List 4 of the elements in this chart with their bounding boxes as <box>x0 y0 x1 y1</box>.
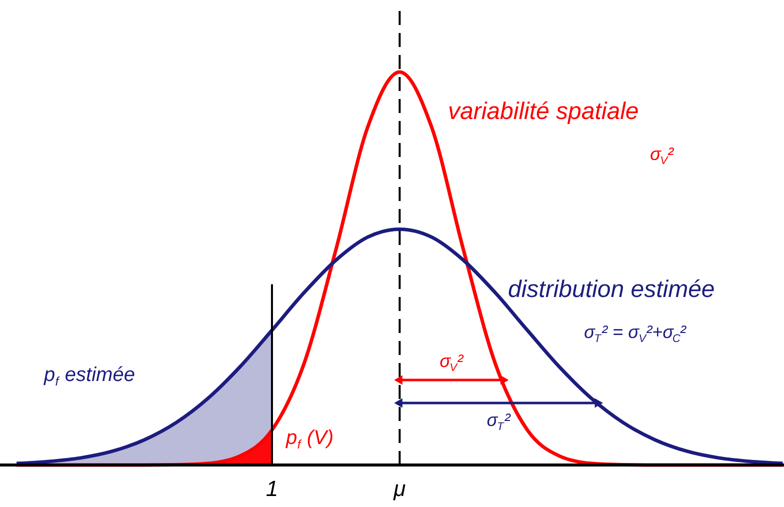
x-tick-label: μ <box>392 476 406 501</box>
annotation: variabilité spatiale <box>448 98 639 125</box>
annotation: distribution estimée <box>508 276 715 303</box>
x-tick-label: 1 <box>266 476 278 501</box>
